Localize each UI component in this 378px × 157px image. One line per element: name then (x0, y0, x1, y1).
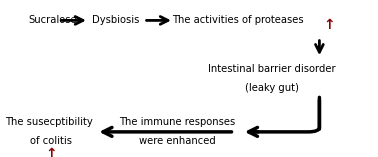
Text: ↑: ↑ (323, 18, 335, 32)
Text: were enhanced: were enhanced (139, 136, 216, 146)
Text: Intestinal barrier disorder: Intestinal barrier disorder (208, 64, 336, 74)
Text: The activities of proteases: The activities of proteases (172, 15, 304, 25)
Text: Dysbiosis: Dysbiosis (91, 15, 139, 25)
Text: ↑: ↑ (45, 147, 57, 157)
Text: The susecptibility: The susecptibility (5, 117, 93, 127)
Text: (leaky gut): (leaky gut) (245, 83, 299, 93)
Text: The immune responses: The immune responses (119, 117, 236, 127)
Text: Sucralose: Sucralose (28, 15, 77, 25)
Text: of colitis: of colitis (30, 136, 72, 146)
